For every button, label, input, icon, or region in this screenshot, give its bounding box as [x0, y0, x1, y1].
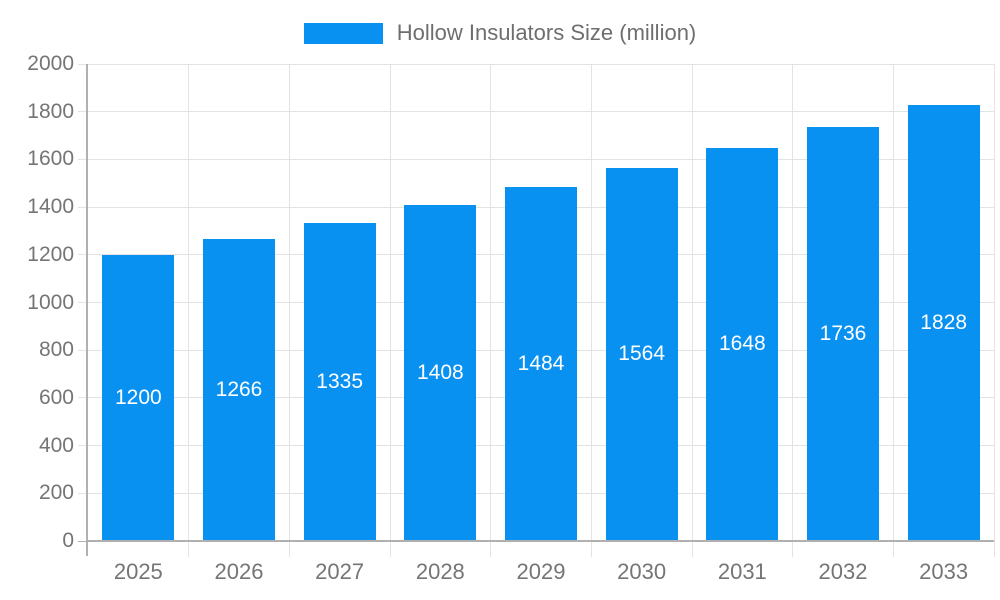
bar-value-label: 1484	[517, 352, 565, 376]
bar	[303, 222, 376, 540]
grid-line-horizontal	[88, 158, 994, 160]
y-axis-tick	[78, 63, 88, 65]
chart-legend: Hollow Insulators Size (million)	[0, 20, 1000, 46]
y-axis-label: 600	[38, 385, 74, 409]
grid-line-vertical	[792, 64, 794, 557]
y-axis-label: 1400	[27, 195, 74, 219]
bar	[706, 147, 779, 540]
x-axis-label: 2028	[415, 559, 465, 584]
x-axis-label: 2026	[214, 559, 264, 584]
y-axis-tick	[78, 540, 88, 542]
bar	[505, 187, 577, 540]
y-axis-tick	[78, 254, 88, 256]
grid-line-horizontal	[88, 111, 994, 113]
grid-line-horizontal	[88, 63, 994, 65]
x-axis-label: 2032	[818, 559, 868, 584]
y-axis-tick	[78, 445, 88, 447]
y-axis-tick	[78, 302, 88, 303]
y-axis-tick	[78, 492, 88, 494]
x-axis-label: 2025	[113, 559, 163, 584]
grid-line-vertical	[892, 64, 894, 557]
y-axis-label: 0	[62, 529, 74, 552]
bar-value-label: 1564	[618, 342, 666, 366]
bar	[203, 239, 275, 540]
y-axis-label: 800	[38, 338, 74, 362]
x-axis-line	[86, 540, 994, 542]
y-axis-label: 2000	[27, 52, 74, 75]
bar-value-label: 1408	[416, 361, 464, 385]
bar	[102, 254, 175, 540]
y-axis-tick	[78, 206, 88, 208]
legend-swatch	[303, 22, 383, 44]
x-axis-label: 2029	[516, 559, 566, 584]
bar-value-label: 1828	[920, 311, 968, 334]
bar	[807, 126, 879, 540]
y-axis-label: 1600	[27, 147, 74, 171]
grid-line-vertical	[389, 64, 391, 557]
bar-value-label: 1335	[316, 369, 364, 393]
bar-value-label: 1200	[114, 385, 162, 409]
grid-line-vertical	[288, 64, 290, 557]
y-axis-label: 1800	[27, 99, 74, 123]
y-axis-tick	[78, 397, 88, 399]
y-axis-label: 400	[38, 433, 74, 457]
bar-value-label: 1648	[718, 332, 766, 356]
y-axis-tick	[78, 349, 88, 351]
y-axis-label: 200	[38, 481, 74, 505]
bar-value-label: 1736	[819, 321, 867, 345]
bar	[907, 105, 980, 540]
x-axis-label: 2027	[315, 559, 365, 584]
x-axis-label: 2031	[717, 559, 767, 584]
grid-line-vertical	[993, 64, 995, 557]
bar	[404, 205, 477, 540]
x-axis-label: 2030	[617, 559, 667, 584]
y-axis-tick	[78, 111, 88, 113]
y-axis-tick	[78, 158, 88, 160]
x-axis-label: 2033	[919, 559, 969, 584]
grid-line-vertical	[590, 64, 592, 557]
legend-label: Hollow Insulators Size (million)	[396, 20, 697, 45]
y-axis-label: 1200	[27, 242, 74, 266]
grid-line-vertical	[188, 64, 190, 557]
grid-line-vertical	[691, 64, 693, 557]
y-axis-line	[86, 64, 88, 556]
grid-line-vertical	[490, 64, 492, 557]
y-axis-label: 1000	[27, 290, 74, 314]
bar	[605, 167, 678, 540]
bar-value-label: 1266	[215, 378, 263, 402]
